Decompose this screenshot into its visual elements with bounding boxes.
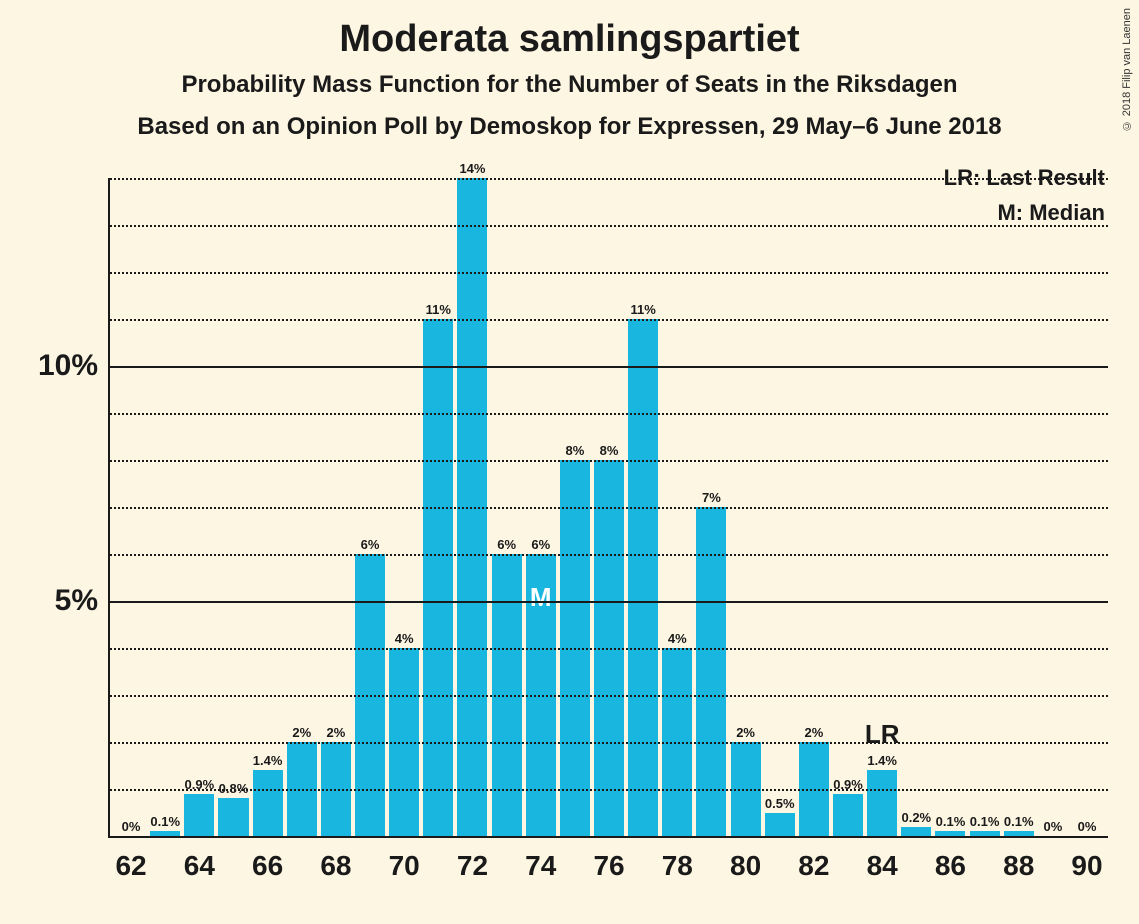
x-axis-label: 82 — [798, 836, 829, 882]
grid-minor — [110, 648, 1108, 650]
bar-value-label: 2% — [736, 725, 755, 742]
bar: 1.4%LR — [867, 770, 897, 836]
grid-major — [110, 601, 1108, 603]
x-axis-label: 64 — [184, 836, 215, 882]
bar: 1.4% — [253, 770, 283, 836]
bar: 0.9% — [184, 794, 214, 836]
x-axis-label: 76 — [593, 836, 624, 882]
bar-value-label: 11% — [426, 302, 451, 319]
bar-value-label: 0.1% — [1004, 814, 1034, 831]
bar-value-label: 0.2% — [901, 810, 931, 827]
bar-value-label: 11% — [631, 302, 656, 319]
x-axis-label: 74 — [525, 836, 556, 882]
bar-value-label: 4% — [395, 631, 414, 648]
chart-subtitle: Probability Mass Function for the Number… — [0, 71, 1139, 99]
bar: 0.9% — [833, 794, 863, 836]
grid-minor — [110, 742, 1108, 744]
bar-value-label: 1.4% — [253, 753, 283, 770]
x-axis-label: 84 — [867, 836, 898, 882]
bar-value-label: 0.9% — [833, 777, 863, 794]
x-axis-label: 70 — [389, 836, 420, 882]
bar-value-label: 0.9% — [185, 777, 215, 794]
x-axis-label: 90 — [1071, 836, 1102, 882]
bar: 7% — [696, 507, 726, 836]
x-axis-label: 88 — [1003, 836, 1034, 882]
grid-minor — [110, 695, 1108, 697]
bar-value-label: 7% — [702, 490, 721, 507]
bar-value-label: 0% — [1078, 819, 1097, 836]
grid-minor — [110, 178, 1108, 180]
bar-value-label: 0.1% — [150, 814, 180, 831]
x-axis-label: 78 — [662, 836, 693, 882]
bar-annotation: LR — [865, 719, 900, 750]
bar-value-label: 6% — [531, 537, 550, 554]
bar-value-label: 0.1% — [936, 814, 966, 831]
copyright-text: © 2018 Filip van Laenen — [1121, 8, 1133, 131]
bar: 0.1% — [970, 831, 1000, 836]
x-axis-label: 86 — [935, 836, 966, 882]
bar-value-label: 8% — [600, 443, 619, 460]
bar-value-label: 14% — [459, 161, 485, 178]
y-axis-label: 10% — [38, 349, 110, 383]
grid-minor — [110, 272, 1108, 274]
bar-value-label: 8% — [565, 443, 584, 460]
bar-value-label: 0% — [122, 819, 141, 836]
x-axis-label: 66 — [252, 836, 283, 882]
chart-titles: Moderata samlingspartiet Probability Mas… — [0, 0, 1139, 141]
grid-minor — [110, 460, 1108, 462]
grid-major — [110, 366, 1108, 368]
chart-title: Moderata samlingspartiet — [0, 18, 1139, 61]
bar-value-label: 4% — [668, 631, 687, 648]
bar: 0.1% — [150, 831, 180, 836]
grid-minor — [110, 789, 1108, 791]
bar: 0.8% — [218, 798, 248, 836]
bar: 11% — [423, 319, 453, 836]
x-axis-label: 80 — [730, 836, 761, 882]
grid-minor — [110, 554, 1108, 556]
x-axis-label: 62 — [115, 836, 146, 882]
bar-value-label: 2% — [804, 725, 823, 742]
x-axis-label: 72 — [457, 836, 488, 882]
grid-minor — [110, 413, 1108, 415]
bar-value-label: 6% — [497, 537, 516, 554]
grid-minor — [110, 507, 1108, 509]
bar-value-label: 6% — [361, 537, 380, 554]
bar-value-label: 1.4% — [867, 753, 897, 770]
bar: 11% — [628, 319, 658, 836]
bar-value-label: 0% — [1043, 819, 1062, 836]
y-axis-label: 5% — [55, 584, 110, 618]
chart-plot-area: 0%620.1%0.9%640.8%1.4%662%2%686%4%7011%1… — [108, 178, 1108, 838]
bar-value-label: 2% — [292, 725, 311, 742]
x-axis-label: 68 — [320, 836, 351, 882]
bar: 0.2% — [901, 827, 931, 836]
bar-value-label: 2% — [327, 725, 346, 742]
bar-annotation: M — [530, 582, 552, 613]
bar: 0.5% — [765, 813, 795, 837]
bar-value-label: 0.5% — [765, 796, 795, 813]
grid-minor — [110, 225, 1108, 227]
chart-source: Based on an Opinion Poll by Demoskop for… — [0, 113, 1139, 141]
grid-minor — [110, 319, 1108, 321]
bar-value-label: 0.1% — [970, 814, 1000, 831]
